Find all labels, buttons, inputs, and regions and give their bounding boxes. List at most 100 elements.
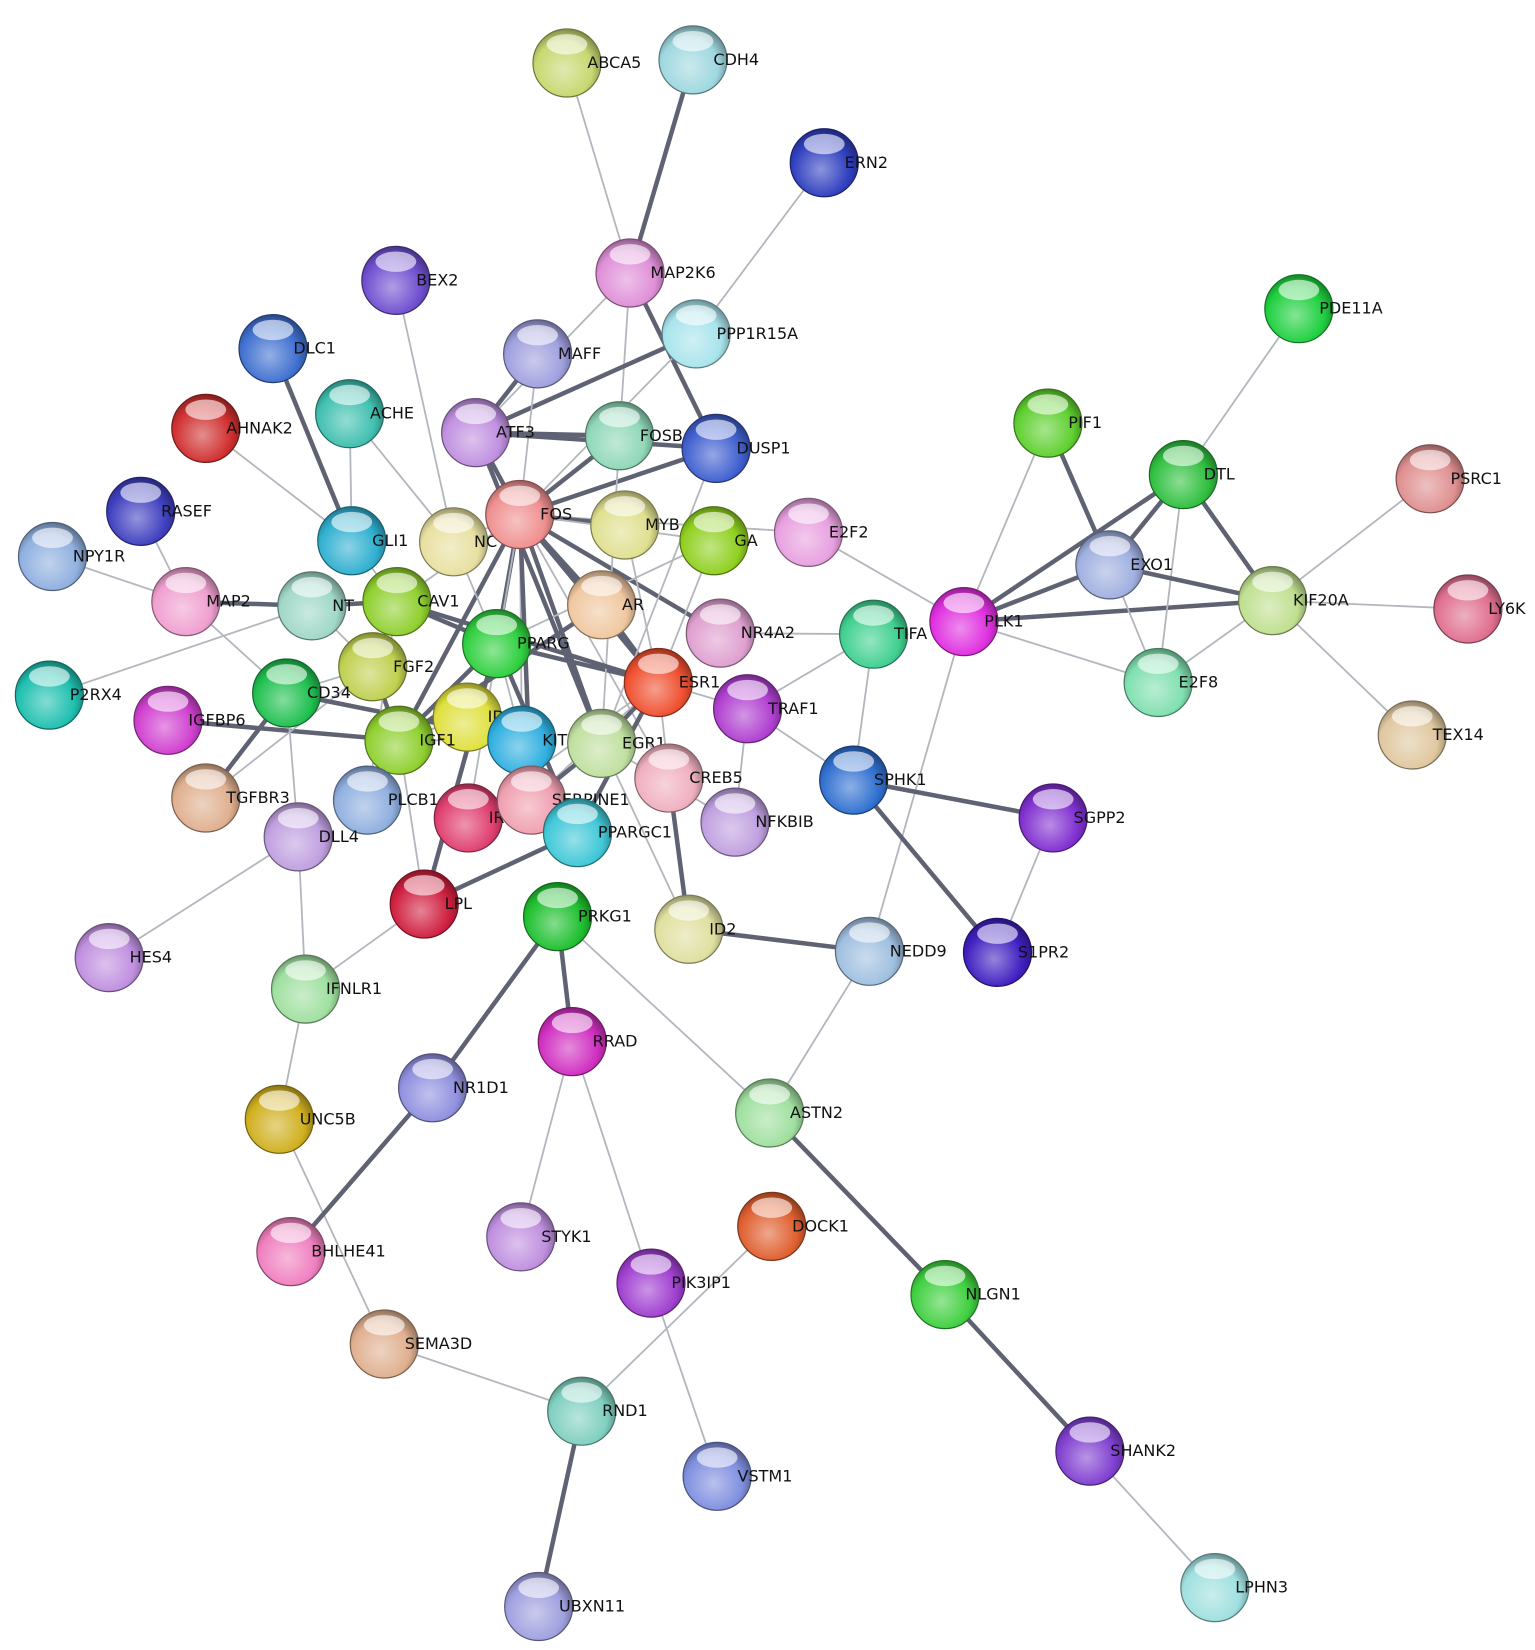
node-nedd9[interactable]: NEDD9 (834, 916, 947, 986)
node-atf3[interactable]: ATF3 (441, 398, 535, 468)
node-highlight (581, 575, 623, 597)
node-gli1[interactable]: GLI1 (317, 506, 409, 576)
node-bex2[interactable]: BEX2 (361, 245, 459, 315)
node-tgfbr3[interactable]: TGFBR3 (171, 763, 290, 833)
node-highlight (648, 749, 690, 770)
node-map2[interactable]: MAP2 (151, 567, 251, 637)
node-shank2[interactable]: SHANK2 (1055, 1416, 1176, 1486)
node-lphn3[interactable]: LPHN3 (1180, 1552, 1288, 1623)
node-kif20a[interactable]: KIF20A (1237, 565, 1349, 636)
node-pik3ip1[interactable]: PIK3IP1 (616, 1248, 731, 1318)
node-cdh4[interactable]: CDH4 (658, 25, 759, 95)
node-label: MAP2 (206, 592, 251, 611)
node-label: PRKG1 (578, 907, 632, 926)
node-styk1[interactable]: STYK1 (486, 1202, 592, 1272)
node-nfkbib[interactable]: NFKBIB (700, 787, 814, 857)
node-label: PLCB1 (388, 790, 439, 809)
node-cd34[interactable]: CD34 (252, 658, 351, 728)
node-plk1[interactable]: PLK1 (929, 586, 1024, 657)
node-maff[interactable]: MAFF (502, 319, 602, 389)
node-ga[interactable]: GA (679, 506, 758, 576)
node-ifnlr1[interactable]: IFNLR1 (270, 954, 383, 1024)
node-creb5[interactable]: CREB5 (634, 743, 743, 813)
node-highlight (347, 771, 388, 792)
node-fosb[interactable]: FOSB (584, 401, 683, 471)
node-pif1[interactable]: PIF1 (1013, 388, 1102, 458)
node-bhlhe41[interactable]: BHLHE41 (256, 1216, 386, 1287)
node-highlight (270, 1222, 312, 1244)
node-unc5b[interactable]: UNC5B (244, 1084, 356, 1154)
node-hes4[interactable]: HES4 (74, 922, 172, 993)
node-rrad[interactable]: RRAD (537, 1006, 638, 1077)
node-ache[interactable]: ACHE (315, 379, 414, 449)
node-vstm1[interactable]: VSTM1 (682, 1441, 792, 1511)
node-label: LPHN3 (1235, 1578, 1288, 1597)
node-ppargc1[interactable]: PPARGC1 (542, 798, 672, 868)
node-id[interactable]: ID (432, 682, 505, 752)
node-dlc1[interactable]: DLC1 (238, 314, 336, 384)
node-myb[interactable]: MYB (590, 490, 680, 560)
node-highlight (561, 1382, 603, 1403)
node-ahnak2[interactable]: AHNAK2 (171, 393, 293, 463)
node-label: TIFA (893, 624, 927, 643)
node-tex14[interactable]: TEX14 (1377, 700, 1484, 770)
node-fgf2[interactable]: FGF2 (338, 632, 434, 702)
node-nr1d1[interactable]: NR1D1 (398, 1053, 509, 1123)
node-highlight (1032, 789, 1074, 810)
node-highlight (258, 1090, 300, 1111)
node-sphk1[interactable]: SPHK1 (819, 745, 927, 815)
node-label: CD34 (307, 683, 351, 702)
node-highlight (749, 1084, 791, 1105)
node-cav1[interactable]: CAV1 (362, 567, 460, 637)
node-highlight (32, 527, 73, 548)
node-e2f2[interactable]: E2F2 (773, 497, 869, 567)
node-tifa[interactable]: TIFA (838, 599, 928, 669)
node-plcb1[interactable]: PLCB1 (332, 765, 439, 835)
node-p2rx4[interactable]: P2RX4 (14, 660, 122, 730)
node-label: ID2 (709, 919, 736, 938)
node-sgpp2[interactable]: SGPP2 (1018, 783, 1126, 853)
node-esr1[interactable]: ESR1 (623, 647, 720, 718)
node-highlight (500, 1208, 542, 1229)
node-exo1[interactable]: EXO1 (1075, 530, 1173, 600)
node-pde11a[interactable]: PDE11A (1264, 274, 1383, 344)
node-psrc1[interactable]: PSRC1 (1395, 444, 1502, 514)
node-e2f8[interactable]: E2F8 (1123, 647, 1218, 718)
node-pparg[interactable]: PPARG (462, 609, 570, 679)
node-dock1[interactable]: DOCK1 (737, 1191, 849, 1262)
node-kit[interactable]: KIT (487, 705, 568, 775)
node-map2k6[interactable]: MAP2K6 (595, 238, 716, 308)
node-abca5[interactable]: ABCA5 (532, 28, 641, 98)
node-label: CDH4 (713, 50, 759, 69)
node-id2[interactable]: ID2 (654, 894, 737, 964)
node-s1pr2[interactable]: S1PR2 (962, 917, 1070, 987)
edge-ern2-ppp1r15a (695, 161, 826, 335)
node-traf1[interactable]: TRAF1 (712, 674, 819, 744)
node-label: TRAF1 (767, 699, 819, 718)
node-highlight (1089, 536, 1131, 557)
node-ubxn11[interactable]: UBXN11 (504, 1571, 625, 1642)
node-nc[interactable]: NC (419, 507, 498, 577)
node-astn2[interactable]: ASTN2 (735, 1078, 843, 1148)
node-nlgn1[interactable]: NLGN1 (910, 1260, 1021, 1330)
node-highlight (517, 324, 558, 346)
node-dll4[interactable]: DLL4 (263, 802, 359, 872)
node-igf1[interactable]: IGF1 (364, 705, 456, 775)
node-nt[interactable]: NT (277, 571, 354, 641)
node-rnd1[interactable]: RND1 (547, 1376, 648, 1446)
node-fos[interactable]: FOS (485, 479, 572, 550)
node-prkg1[interactable]: PRKG1 (522, 882, 632, 952)
node-igfbp6[interactable]: IGFBP6 (133, 685, 246, 755)
node-dusp1[interactable]: DUSP1 (681, 413, 791, 483)
node-sema3d[interactable]: SEMA3D (349, 1309, 472, 1379)
edge-nlgn1-shank2 (942, 1292, 1093, 1454)
node-lpl[interactable]: LPL (389, 869, 472, 939)
node-ern2[interactable]: ERN2 (789, 128, 888, 198)
node-nr4a2[interactable]: NR4A2 (685, 598, 795, 668)
node-dtl[interactable]: DTL (1148, 440, 1235, 510)
node-ly6k[interactable]: LY6K (1433, 574, 1526, 644)
node-ar[interactable]: AR (567, 570, 644, 640)
node-rasef[interactable]: RASEF (106, 476, 212, 546)
node-ppp1r15a[interactable]: PPP1R15A (661, 299, 798, 369)
node-npy1r[interactable]: NPY1R (17, 521, 126, 592)
